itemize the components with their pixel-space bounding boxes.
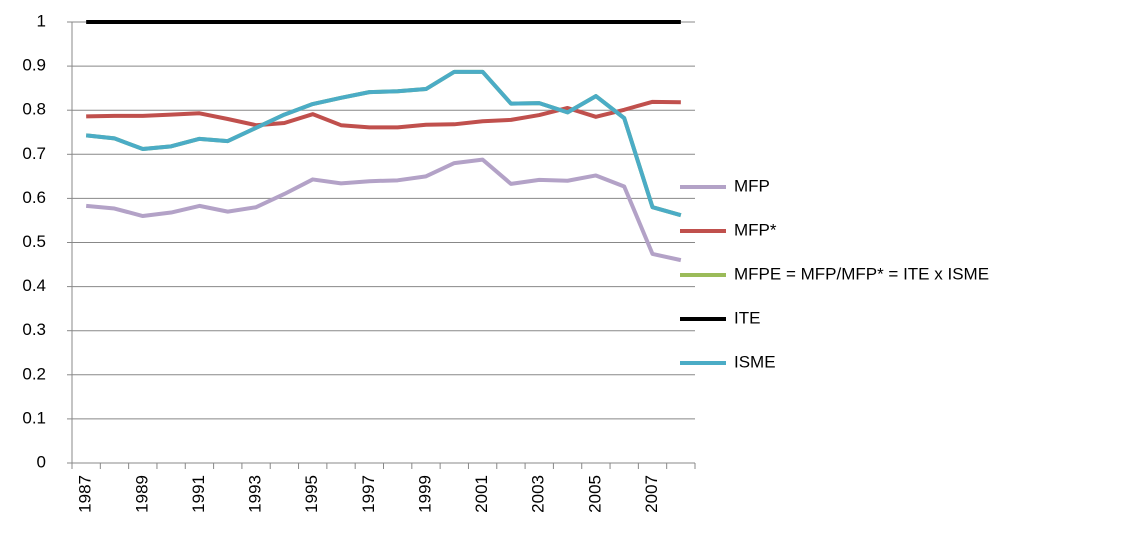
x-tick-label: 1991 [189,475,208,513]
y-tick-label: 0.4 [22,276,46,295]
line-series [85,69,682,218]
x-tick-label: 2001 [472,475,491,513]
y-tick-label: 0.1 [22,408,46,427]
y-tick-label: 0.3 [22,320,46,339]
x-tick-label: 1997 [359,475,378,513]
legend-label: MFPE = MFP/MFP* = ITE x ISME [734,264,989,283]
y-tick-label: 0.7 [22,144,46,163]
y-tick-label: 0.6 [22,188,46,207]
x-tick-label: 1999 [415,475,434,513]
y-tick-label: 0.2 [22,364,46,383]
y-tick-label: 0.5 [22,232,46,251]
x-tick-label: 2007 [642,475,661,513]
legend-label: MFP [734,176,770,195]
y-tick-label: 0.8 [22,100,46,119]
x-tick-label: 2003 [529,475,548,513]
legend-label: ITE [734,308,760,327]
x-tick-label: 1989 [132,475,151,513]
x-tick-label: 1987 [76,475,95,513]
line-series [85,157,682,263]
legend-label: ISME [734,352,776,371]
y-tick-label: 0.9 [22,56,46,75]
line-series [86,99,681,130]
x-tick-label: 1995 [302,475,321,513]
y-tick-label: 1 [37,11,46,30]
y-tick-label: 0 [37,452,46,471]
x-tick-label: 1993 [246,475,265,513]
x-tick-label: 2005 [585,475,604,513]
legend-label: MFP* [734,220,777,239]
